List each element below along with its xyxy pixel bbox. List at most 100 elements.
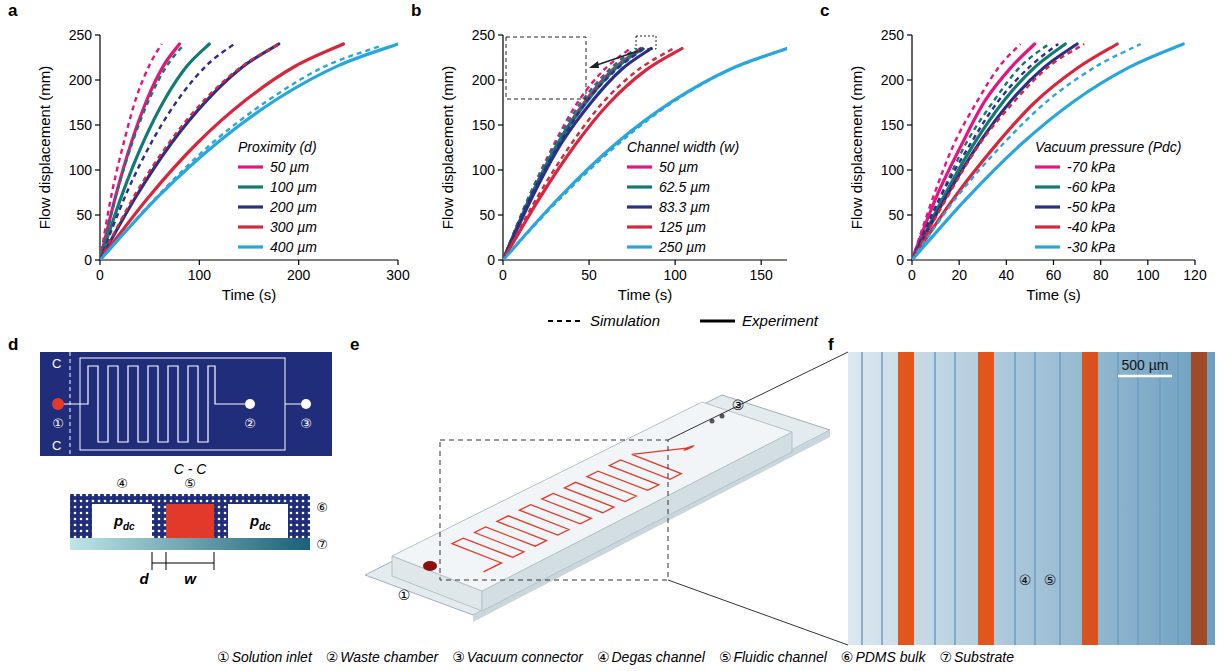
x-tick — [1100, 260, 1101, 265]
x-tick-label: 100 — [663, 267, 687, 283]
y-tick-label: 50 — [888, 207, 904, 223]
key-number: ⑦ — [939, 649, 952, 665]
x-tick — [1053, 260, 1054, 265]
y-tick — [907, 214, 912, 215]
x-tick-label: 100 — [1136, 267, 1160, 283]
y-tick — [498, 124, 503, 125]
legend-swatch — [238, 165, 263, 168]
legend-label: 125 µm — [659, 219, 706, 235]
serpentine-channel — [60, 366, 245, 442]
panel-letter: d — [8, 335, 18, 354]
inset-arrowhead — [589, 61, 599, 68]
fluidic-stripe — [898, 352, 914, 645]
callout: ① — [398, 587, 411, 603]
legend-swatch — [1035, 205, 1060, 208]
legend-label: 50 µm — [659, 159, 699, 175]
section-title: C - C — [174, 461, 208, 477]
panel-letter: a — [8, 1, 18, 20]
chart-panel: c050100150200250020406080100120Flow disp… — [820, 1, 1207, 303]
legend-swatch — [1035, 165, 1060, 168]
legend-swatch — [627, 245, 652, 248]
x-tick-label: 60 — [1046, 267, 1062, 283]
y-axis-title: Flow displacement (mm) — [36, 66, 53, 229]
plot-area — [503, 49, 787, 261]
line-style-label: Experiment — [742, 312, 819, 329]
simulation-line — [503, 51, 778, 260]
key-label: Degas channel — [611, 649, 705, 665]
chart-panel: a0501001502002500100200300Flow displacem… — [8, 1, 410, 303]
y-tick — [95, 214, 100, 215]
legend-label: -70 kPa — [1067, 159, 1115, 175]
legend: Channel width (w)50 µm62.5 µm83.3 µm125 … — [627, 139, 739, 255]
x-tick — [1194, 260, 1195, 265]
key: ①Solution inlet②Waste chamber③Vacuum con… — [217, 649, 1014, 665]
dimension-label: w — [184, 570, 197, 587]
y-tick-label: 250 — [881, 27, 905, 43]
y-tick — [907, 169, 912, 170]
key-number: ④ — [597, 649, 610, 665]
legend-swatch — [1035, 185, 1060, 188]
y-tick-label: 200 — [472, 72, 496, 88]
chip-serpentine — [434, 436, 719, 572]
legend-swatch — [238, 245, 263, 248]
zoom-frame — [440, 440, 668, 580]
x-tick-label: 20 — [951, 267, 967, 283]
degas-wall — [1159, 352, 1161, 645]
fluidic-stripe — [1082, 352, 1098, 645]
experiment-line — [503, 49, 787, 261]
simulation-line — [912, 44, 1049, 260]
x-tick-label: 300 — [386, 267, 410, 283]
y-axis-title: Flow displacement (mm) — [439, 66, 456, 229]
y-tick-label: 200 — [881, 72, 905, 88]
callout: ③ — [732, 397, 745, 413]
x-tick — [397, 260, 398, 265]
x-tick — [298, 260, 299, 265]
plot-area — [912, 44, 1183, 260]
y-axis-title: Flow displacement (mm) — [848, 66, 865, 229]
y-tick-label: 50 — [479, 207, 495, 223]
x-tick — [1006, 260, 1007, 265]
inlet-drop — [52, 398, 64, 410]
legend-label: -50 kPa — [1067, 199, 1115, 215]
simulation-line — [503, 49, 630, 261]
line-style-legend: SimulationExperiment — [548, 312, 819, 329]
legend-swatch — [1035, 245, 1060, 248]
dimension-tick — [166, 552, 167, 570]
plot-area — [100, 44, 398, 260]
experiment-line — [100, 44, 343, 260]
callout: ③ — [300, 416, 312, 431]
panel-letter: f — [828, 335, 834, 354]
experiment-line — [912, 44, 1183, 260]
simulation-line — [503, 49, 636, 261]
degas-wall — [1137, 352, 1139, 645]
x-tick — [588, 260, 589, 265]
y-tick-label: 200 — [69, 72, 93, 88]
section-mark: C — [52, 356, 61, 371]
simulation-line — [503, 49, 644, 261]
y-tick-label: 100 — [881, 162, 905, 178]
panel-letter: b — [411, 1, 421, 20]
degas-wall — [861, 352, 863, 645]
degas-link — [285, 404, 301, 405]
degas-wall — [934, 352, 936, 645]
pressure-subscript: dc — [123, 521, 135, 532]
x-tick-label: 120 — [1183, 267, 1207, 283]
y-tick-label: 150 — [472, 117, 496, 133]
line-style-swatch — [700, 320, 735, 323]
legend-label: -40 kPa — [1067, 219, 1115, 235]
legend-title: Vacuum pressure (Pdc) — [1035, 139, 1182, 155]
degas-wall — [1059, 352, 1061, 645]
x-axis — [100, 259, 398, 260]
legend-swatch — [627, 205, 652, 208]
y-axis — [502, 35, 503, 260]
y-tick — [95, 34, 100, 35]
legend-swatch — [627, 225, 652, 228]
scale-bar — [1118, 375, 1172, 378]
y-tick — [95, 79, 100, 80]
simulation-line — [100, 46, 381, 260]
x-tick — [959, 260, 960, 265]
x-tick-label: 40 — [999, 267, 1015, 283]
key-label: PDMS bulk — [855, 649, 926, 665]
waste-chamber — [245, 399, 255, 409]
panel-letter: e — [350, 335, 359, 354]
